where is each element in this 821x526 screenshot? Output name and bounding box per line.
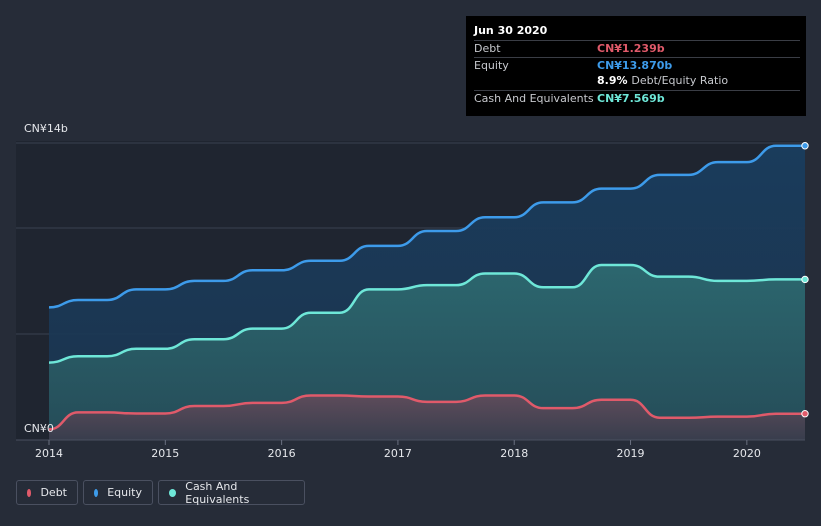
y-tick-label-max: CN¥14b xyxy=(24,122,68,135)
tooltip-date: Jun 30 2020 xyxy=(474,24,548,37)
tooltip-row-ratio: 8.9% Debt/Equity Ratio xyxy=(474,73,800,89)
tooltip-ratio: 8.9% Debt/Equity Ratio xyxy=(597,73,728,89)
tooltip-cash-value: CN¥7.569b xyxy=(597,92,665,105)
x-tick-label-2017: 2017 xyxy=(384,447,412,460)
x-tick-label-2015: 2015 xyxy=(151,447,179,460)
tooltip-row-debt: Debt CN¥1.239b xyxy=(474,40,800,57)
tooltip-equity-label: Equity xyxy=(474,59,509,72)
line-equity xyxy=(48,144,805,309)
legend-cash-dot-icon xyxy=(169,488,177,497)
tooltip-cash-label: Cash And Equivalents xyxy=(474,92,594,105)
endpoint-debt xyxy=(801,410,809,418)
tooltip-row-equity: Equity CN¥13.870b xyxy=(474,57,800,74)
data-tooltip: Jun 30 2020 Debt CN¥1.239b Equity CN¥13.… xyxy=(466,16,806,116)
series-endpoints xyxy=(801,142,809,418)
y-tick-label-zero: CN¥0 xyxy=(24,422,54,435)
tooltip-row-cash: Cash And Equivalents CN¥7.569b xyxy=(474,90,800,107)
area-cash-and-equivalents xyxy=(49,264,805,440)
x-tick-label-2014: 2014 xyxy=(35,447,63,460)
area-debt xyxy=(49,395,805,440)
legend-item-debt[interactable]: Debt xyxy=(16,480,78,505)
endpoint-equity xyxy=(801,142,809,150)
tooltip-ratio-value: 8.9% xyxy=(597,74,628,87)
x-tick-label-2019: 2019 xyxy=(617,447,645,460)
legend-item-equity[interactable]: Equity xyxy=(83,480,153,505)
x-axis: 2014 2015 2016 2017 2018 2019 2020 xyxy=(35,440,761,460)
x-tick-label-2016: 2016 xyxy=(268,447,296,460)
legend-equity-dot-icon xyxy=(94,488,99,497)
legend-cash-label: Cash And Equivalents xyxy=(185,479,250,506)
endpoint-cash-and-equivalents xyxy=(801,275,809,284)
x-tick-label-2020: 2020 xyxy=(733,447,761,460)
legend-debt-dot-icon xyxy=(27,488,32,497)
legend-debt-label: Debt xyxy=(40,486,67,499)
legend-item-cash[interactable]: Cash And Equivalents xyxy=(158,479,305,506)
x-tick-label-2018: 2018 xyxy=(500,447,528,460)
tooltip-equity-value: CN¥13.870b xyxy=(597,59,673,72)
legend-equity-label: Equity xyxy=(107,486,142,499)
line-debt xyxy=(48,394,805,431)
tooltip-ratio-label: Debt/Equity Ratio xyxy=(631,74,729,87)
line-cash-and-equivalents xyxy=(48,263,805,364)
series-areas xyxy=(49,145,805,440)
series-lines xyxy=(48,144,805,431)
tooltip-debt-label: Debt xyxy=(474,42,501,55)
tooltip-debt-value: CN¥1.239b xyxy=(597,42,665,55)
